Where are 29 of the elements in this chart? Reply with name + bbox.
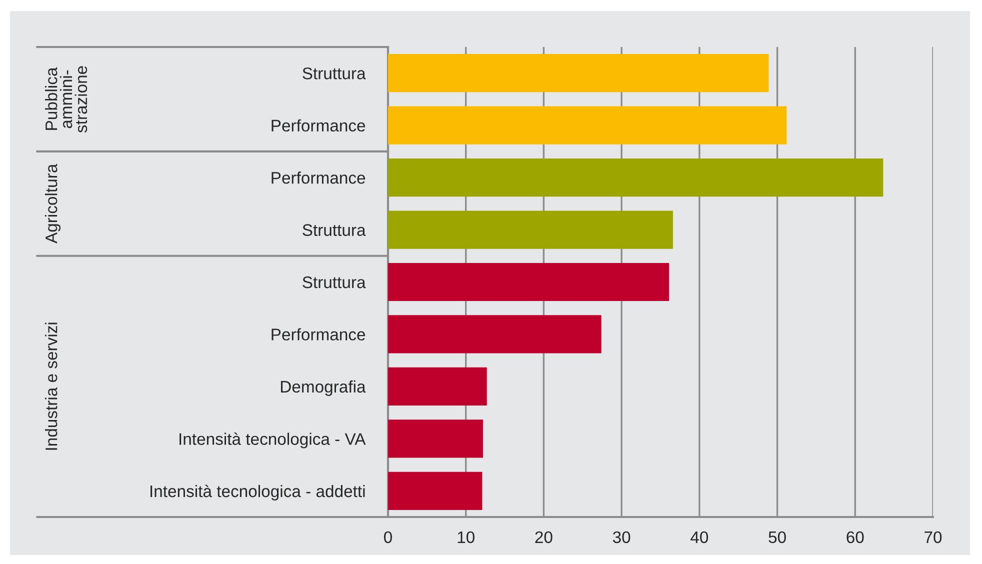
y-tick-label: Struttura (302, 68, 366, 80)
x-tick-label: 10 (458, 531, 474, 544)
bar (388, 420, 483, 458)
y-tick-label: Struttura (302, 224, 366, 236)
text: Agricoltura (45, 164, 61, 244)
y-tick-label: Struttura (302, 276, 366, 288)
x-tick-label: 70 (924, 531, 942, 544)
y-tick-label: Demografia (281, 380, 366, 396)
x-tick-label: 50 (768, 531, 786, 544)
x-tick-label: 60 (846, 531, 864, 544)
bar (388, 367, 487, 406)
bar (388, 210, 673, 249)
bar (388, 315, 602, 354)
bar (388, 472, 482, 510)
y-tick-label: Performance (272, 119, 366, 132)
y-tick-label: Intensità tecnologica - VA (180, 432, 366, 448)
x-tick-label: 20 (535, 531, 552, 544)
x-tick-label: 30 (612, 531, 630, 544)
text: Industria e servizi (45, 322, 58, 450)
text: Pubblica ammini- strazione (45, 66, 88, 133)
bar (388, 262, 670, 302)
y-tick-label: Performance (272, 172, 366, 184)
x-tick-label: 40 (690, 531, 708, 544)
bar (388, 158, 884, 197)
x-tick-label: 0 (384, 531, 392, 544)
bar (388, 106, 787, 144)
y-tick-label: Intensità tecnologica - addetti (150, 484, 365, 500)
y-tick-label: Performance (272, 328, 366, 340)
bar (388, 54, 769, 92)
